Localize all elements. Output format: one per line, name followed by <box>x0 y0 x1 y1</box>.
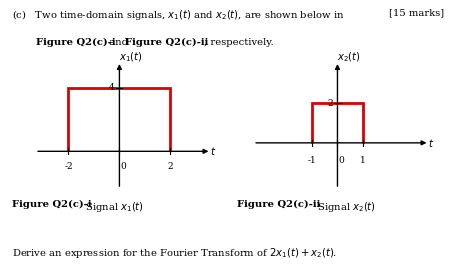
Text: Figure Q2(c)-i: Figure Q2(c)-i <box>12 200 91 209</box>
Text: Figure Q2(c)-ii: Figure Q2(c)-ii <box>125 38 208 47</box>
Text: and: and <box>106 38 131 46</box>
Text: Signal $x_2(t)$: Signal $x_2(t)$ <box>314 200 376 214</box>
Text: 2: 2 <box>167 162 173 171</box>
Text: 0: 0 <box>338 156 344 165</box>
Text: $x_1(t)$: $x_1(t)$ <box>119 50 143 64</box>
Text: 2: 2 <box>327 99 333 108</box>
Text: [15 marks]: [15 marks] <box>389 8 444 17</box>
Text: Derive an expression for the Fourier Transform of $2x_1(t) + x_2(t)$.: Derive an expression for the Fourier Tra… <box>12 246 337 260</box>
Text: -1: -1 <box>308 156 316 165</box>
Text: Figure Q2(c)-ii: Figure Q2(c)-ii <box>237 200 320 209</box>
Text: 4: 4 <box>109 83 115 92</box>
Text: -2: -2 <box>64 162 73 171</box>
Text: (c)   Two time-domain signals, $x_1(t)$ and $x_2(t)$, are shown below in: (c) Two time-domain signals, $x_1(t)$ an… <box>12 8 344 22</box>
Text: 0: 0 <box>120 162 126 171</box>
Text: Figure Q2(c)-i: Figure Q2(c)-i <box>36 38 115 47</box>
Text: $t$: $t$ <box>428 137 434 149</box>
Text: $x_2(t)$: $x_2(t)$ <box>337 50 361 64</box>
Text: 1: 1 <box>360 156 366 165</box>
Text: Signal $x_1(t)$: Signal $x_1(t)$ <box>82 200 144 214</box>
Text: $t$: $t$ <box>210 145 216 157</box>
Text: , respectively.: , respectively. <box>204 38 273 46</box>
